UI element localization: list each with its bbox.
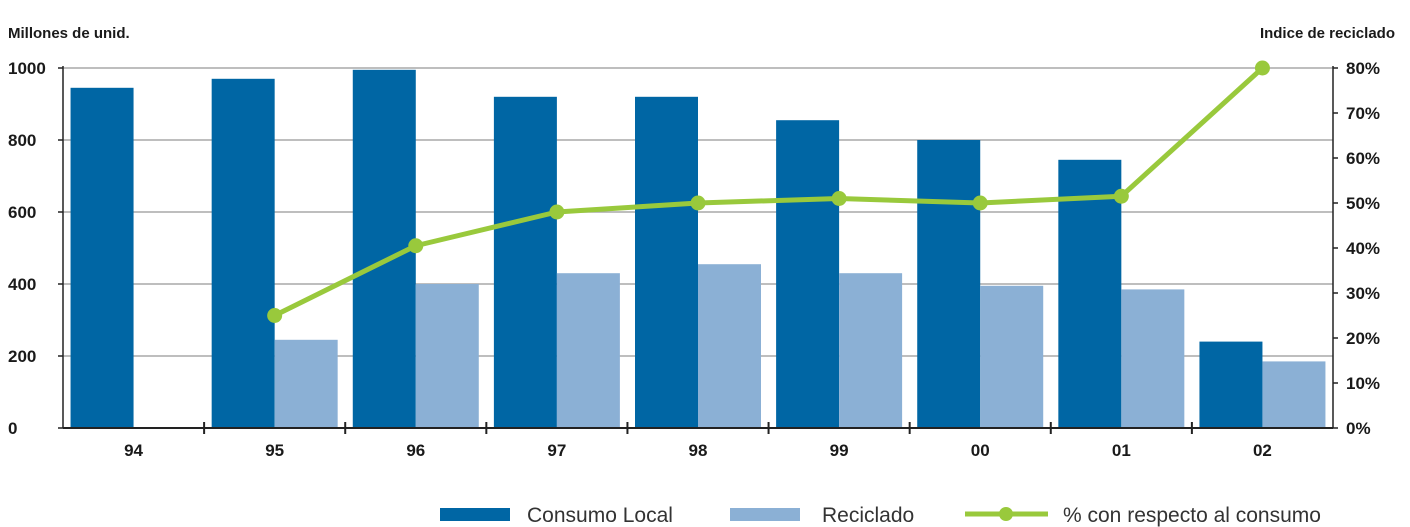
bar-reciclado-00 (980, 285, 1044, 428)
bar-consumo-01 (1058, 159, 1122, 429)
right-tick-label: 20% (1346, 329, 1380, 348)
x-tick-label: 98 (689, 441, 708, 460)
left-tick-label: 0 (8, 419, 17, 438)
recycling-point (690, 195, 706, 211)
bar-consumo-00 (917, 140, 981, 428)
legend-item-reciclado: Reciclado (730, 504, 914, 527)
recycling-point (267, 308, 283, 323)
legend-swatch-marker (999, 507, 1013, 521)
legend-label-consumo: Consumo Local (527, 504, 673, 527)
axes (58, 66, 1338, 434)
x-tick-label: 97 (547, 441, 566, 460)
left-tick-label: 200 (8, 347, 36, 366)
x-tick-label: 02 (1253, 441, 1272, 460)
x-tick-label: 95 (265, 441, 284, 460)
left-tick-label: 800 (8, 131, 36, 150)
legend-item-consumo: Consumo Local (440, 504, 673, 527)
right-tick-label: 30% (1346, 284, 1380, 303)
left-axis-title: Millones de unid. (8, 25, 130, 42)
left-tick-label: 400 (8, 275, 36, 294)
legend-swatch-reciclado (730, 508, 800, 521)
bar-consumo-99 (776, 120, 840, 428)
bar-reciclado-95 (274, 339, 338, 428)
left-tick-label: 600 (8, 203, 36, 222)
right-tick-label: 70% (1346, 104, 1380, 123)
x-tick-label: 99 (830, 441, 849, 460)
recycling-point (1254, 60, 1270, 76)
legend: Consumo Local Reciclado % con respecto a… (440, 504, 1321, 527)
bar-reciclado-99 (839, 273, 903, 428)
bar-reciclado-96 (415, 284, 479, 428)
tick-labels: 020040060080010000%10%20%30%40%50%60%70%… (8, 59, 1380, 460)
right-tick-label: 50% (1346, 194, 1380, 213)
right-tick-label: 60% (1346, 149, 1380, 168)
bar-consumo-95 (211, 78, 275, 429)
bar-consumo-98 (635, 96, 698, 429)
recycling-point (408, 238, 424, 254)
recycling-line-path (273, 66, 1265, 318)
bars (70, 69, 1326, 429)
right-tick-label: 10% (1346, 374, 1380, 393)
x-tick-label: 94 (124, 441, 143, 460)
bar-consumo-94 (70, 87, 134, 429)
legend-swatch-consumo (440, 508, 510, 521)
recycling-point (831, 191, 847, 206)
right-tick-label: 40% (1346, 239, 1380, 258)
left-tick-label: 1000 (8, 59, 46, 78)
x-tick-label: 01 (1112, 441, 1131, 460)
x-tick-label: 96 (406, 441, 425, 460)
right-axis-title: Indice de reciclado (1260, 25, 1395, 42)
recycling-line (267, 60, 1270, 323)
right-tick-label: 80% (1346, 59, 1380, 78)
right-tick-label: 0% (1346, 419, 1371, 438)
legend-item-porcentaje: % con respecto al consumo (965, 504, 1321, 527)
legend-label-reciclado: Reciclado (822, 504, 914, 527)
bar-reciclado-02 (1262, 361, 1326, 428)
recycling-point (1113, 188, 1129, 204)
bar-reciclado-98 (698, 264, 761, 428)
x-tick-label: 00 (971, 441, 990, 460)
bar-consumo-97 (493, 96, 557, 429)
legend-label-porcentaje: % con respecto al consumo (1063, 504, 1321, 527)
bar-reciclado-01 (1121, 289, 1185, 428)
recycling-point (972, 195, 988, 211)
bar-reciclado-97 (556, 273, 620, 428)
recycling-point (549, 204, 565, 220)
bar-consumo-02 (1199, 341, 1263, 428)
